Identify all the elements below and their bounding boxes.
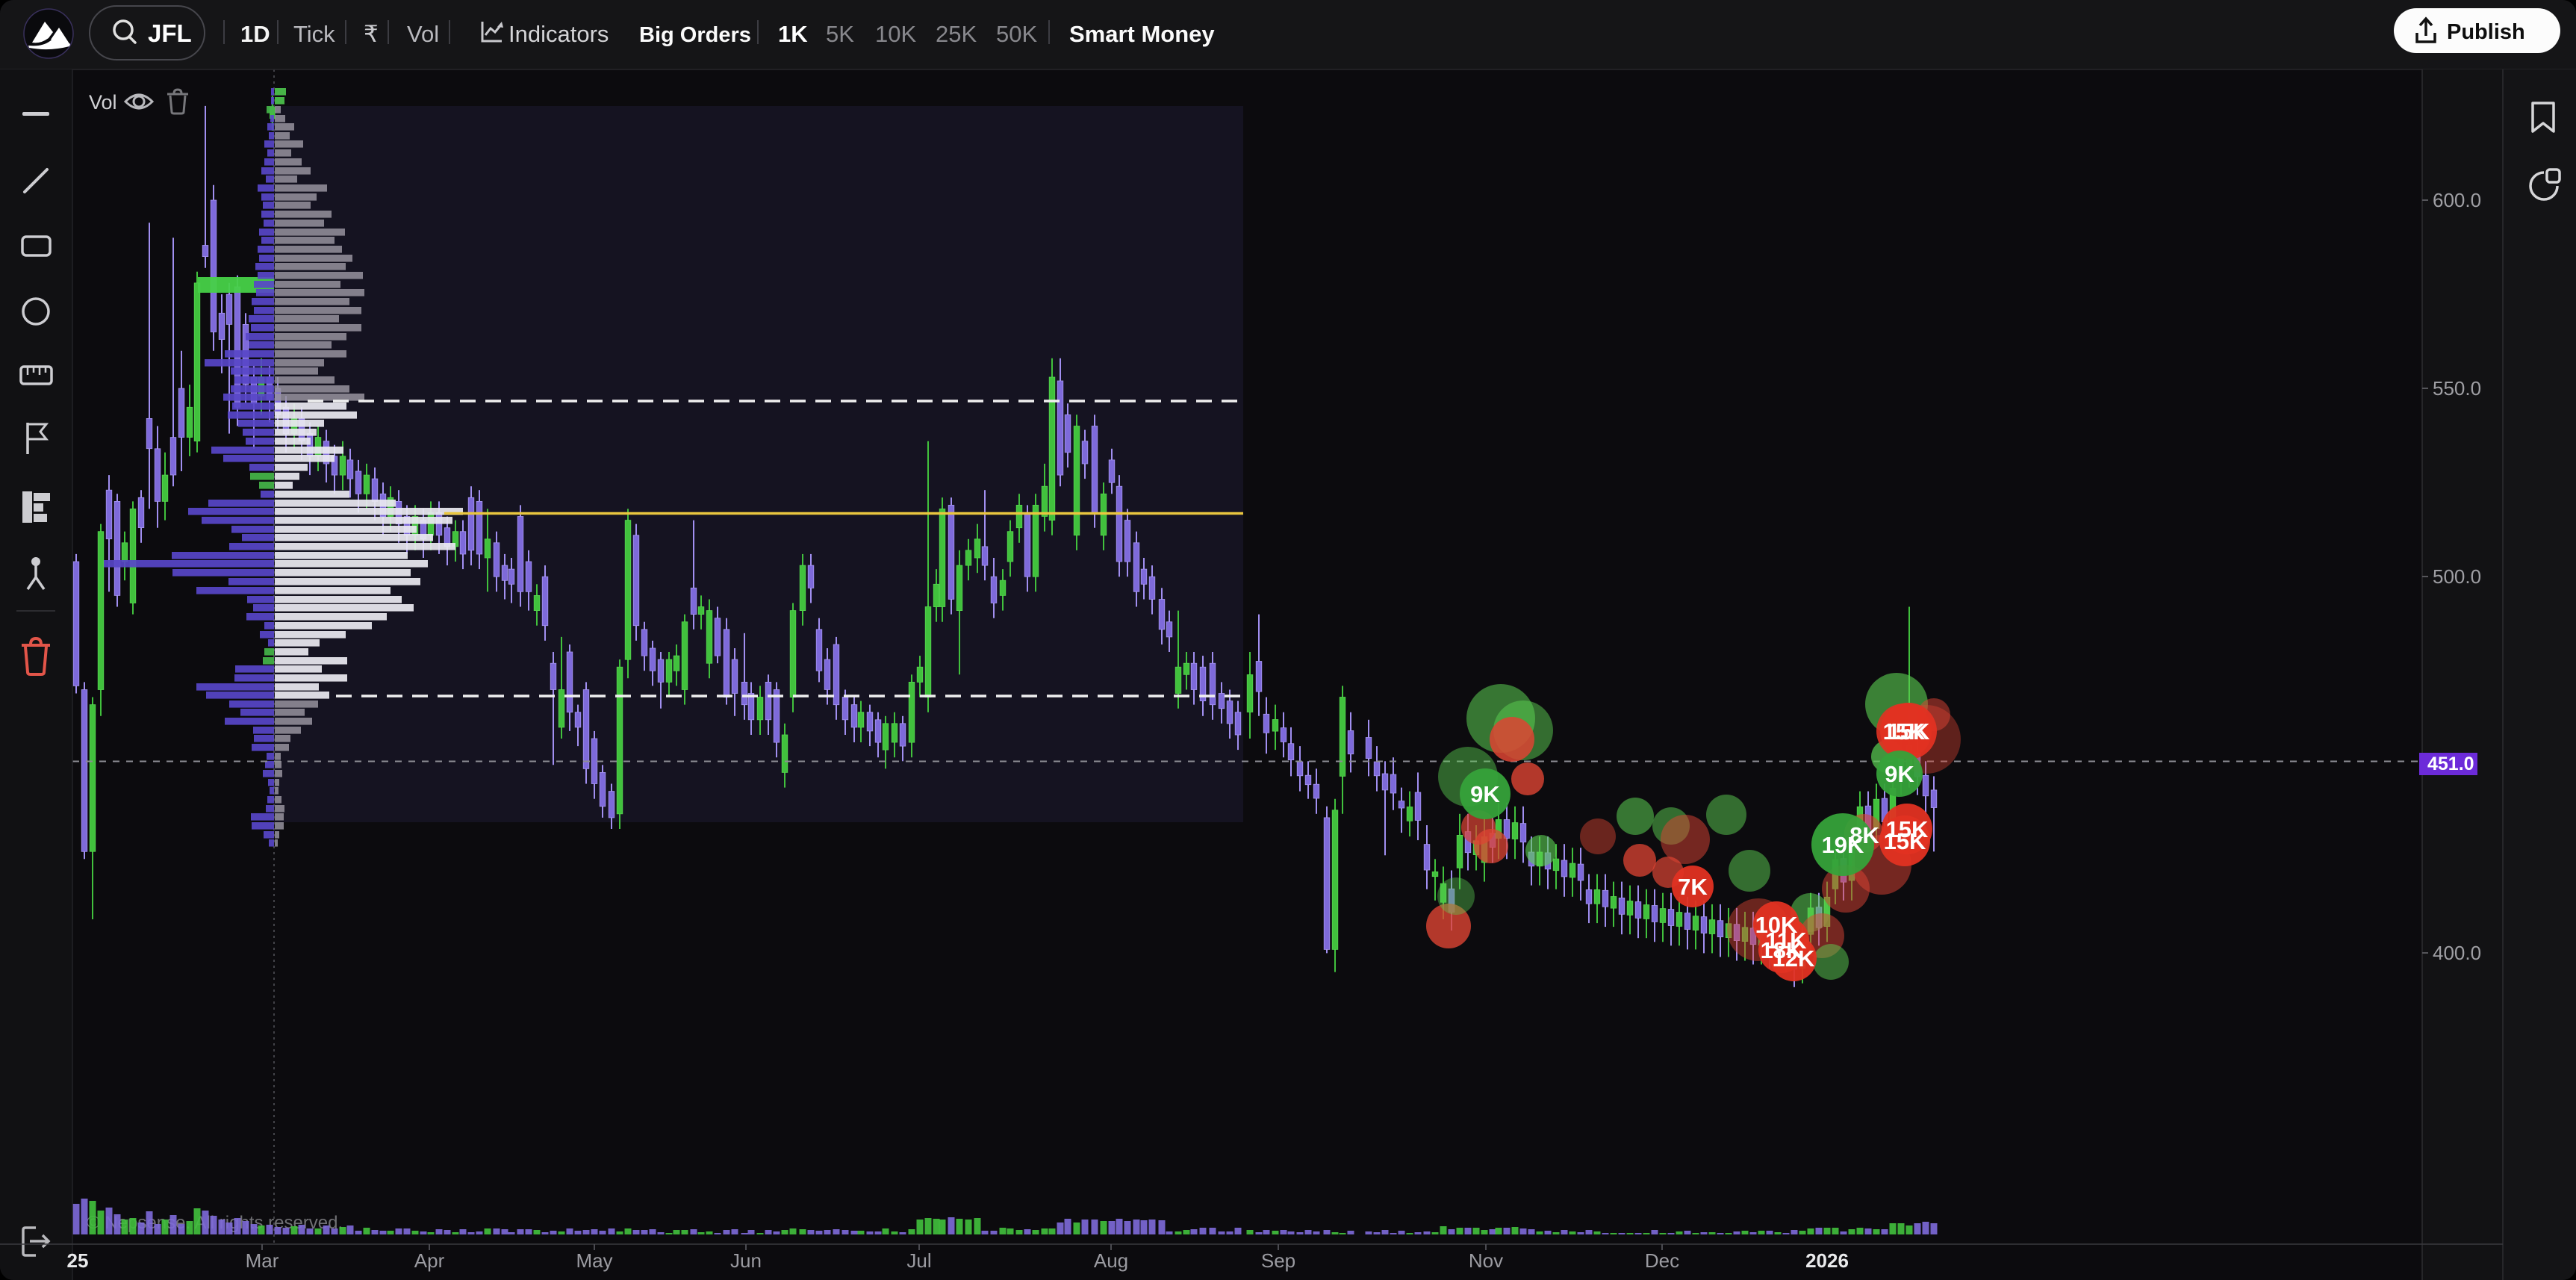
svg-text:600.0: 600.0: [2433, 189, 2481, 211]
svg-text:11K: 11K: [1765, 928, 1807, 954]
svg-text:Smart Money: Smart Money: [1069, 21, 1215, 47]
svg-text:12K: 12K: [1773, 945, 1815, 972]
svg-text:1K: 1K: [778, 21, 808, 47]
svg-text:Mar: Mar: [246, 1249, 279, 1272]
svg-text:550.0: 550.0: [2433, 377, 2481, 400]
svg-text:Tick: Tick: [293, 21, 335, 47]
svg-text:10K: 10K: [875, 21, 916, 47]
svg-text:Jun: Jun: [730, 1249, 762, 1272]
svg-text:8K: 8K: [1849, 822, 1879, 848]
svg-text:2026: 2026: [1805, 1249, 1849, 1272]
svg-text:25: 25: [67, 1249, 89, 1272]
svg-text:10K: 10K: [1755, 912, 1798, 938]
svg-text:400.0: 400.0: [2433, 942, 2481, 964]
svg-text:Vol: Vol: [407, 21, 439, 47]
svg-text:Apr: Apr: [414, 1249, 445, 1272]
svg-text:25K: 25K: [936, 21, 977, 47]
svg-text:18K: 18K: [1761, 937, 1803, 963]
svg-text:Vol: Vol: [89, 91, 117, 114]
svg-text:500.0: 500.0: [2433, 565, 2481, 588]
svg-text:Nov: Nov: [1469, 1249, 1503, 1272]
svg-text:15K: 15K: [1888, 718, 1930, 745]
svg-text:Dec: Dec: [1645, 1249, 1679, 1272]
svg-text:9K: 9K: [1470, 781, 1500, 807]
svg-text:5K: 5K: [826, 21, 854, 47]
svg-text:JFL: JFL: [148, 19, 192, 47]
svg-text:7K: 7K: [1678, 874, 1708, 900]
svg-text:Sep: Sep: [1261, 1249, 1295, 1272]
svg-text:15K: 15K: [1883, 718, 1926, 745]
svg-text:50K: 50K: [996, 21, 1037, 47]
svg-text:1D: 1D: [240, 21, 270, 47]
svg-text:Jul: Jul: [906, 1249, 931, 1272]
svg-text:₹: ₹: [364, 21, 379, 47]
svg-text:Publish: Publish: [2447, 20, 2525, 44]
svg-text:Big Orders: Big Orders: [639, 23, 751, 47]
svg-text:15K: 15K: [1886, 816, 1929, 842]
svg-text:May: May: [576, 1249, 612, 1272]
svg-text:19K: 19K: [1822, 832, 1864, 858]
svg-text:451.0: 451.0: [2427, 754, 2474, 774]
svg-text:15K: 15K: [1884, 828, 1926, 854]
svg-text:9K: 9K: [1885, 761, 1914, 787]
svg-text:Aug: Aug: [1094, 1249, 1128, 1272]
svg-text:Indicators: Indicators: [508, 21, 609, 47]
